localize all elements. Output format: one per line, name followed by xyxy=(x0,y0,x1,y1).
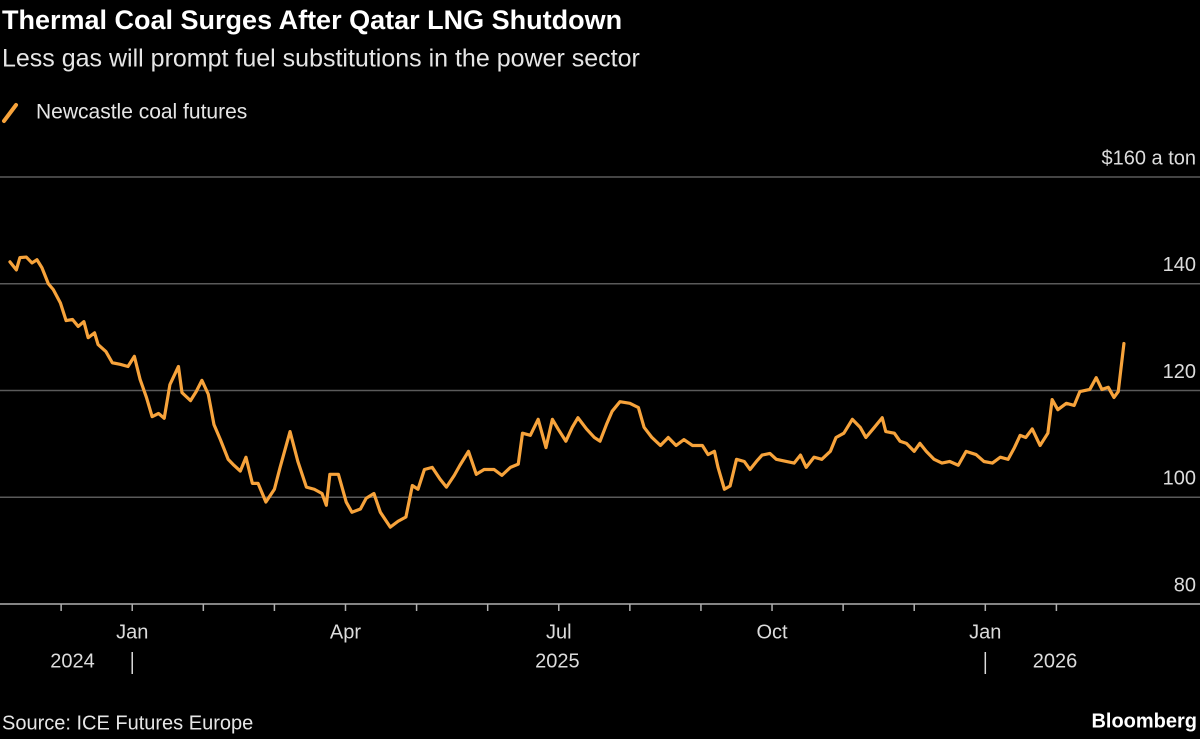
x-tick-label: Jan xyxy=(116,621,148,643)
y-tick-label: 100 xyxy=(1163,468,1196,490)
chart-title: Thermal Coal Surges After Qatar LNG Shut… xyxy=(2,5,622,35)
year-label: 2025 xyxy=(535,650,580,672)
y-tick-label: $160 a ton xyxy=(1101,147,1196,169)
x-tick-label: Jul xyxy=(546,621,572,643)
y-tick-label: 120 xyxy=(1163,361,1196,383)
data-line xyxy=(8,255,1126,529)
x-tick-label: Oct xyxy=(756,621,788,643)
chart-subtitle: Less gas will prompt fuel substitutions … xyxy=(2,45,640,73)
legend-swatch xyxy=(2,103,18,123)
source: Source: ICE Futures Europe xyxy=(2,712,253,734)
y-tick-label: 80 xyxy=(1174,574,1196,596)
year-label: 2026 xyxy=(1033,650,1078,672)
x-tick-label: Jan xyxy=(969,621,1001,643)
x-tick-label: Apr xyxy=(330,621,361,643)
y-tick-label: 140 xyxy=(1163,254,1196,276)
year-label: 2024 xyxy=(50,650,95,672)
brand: Bloomberg xyxy=(1091,710,1197,732)
legend-label: Newcastle coal futures xyxy=(36,101,247,124)
